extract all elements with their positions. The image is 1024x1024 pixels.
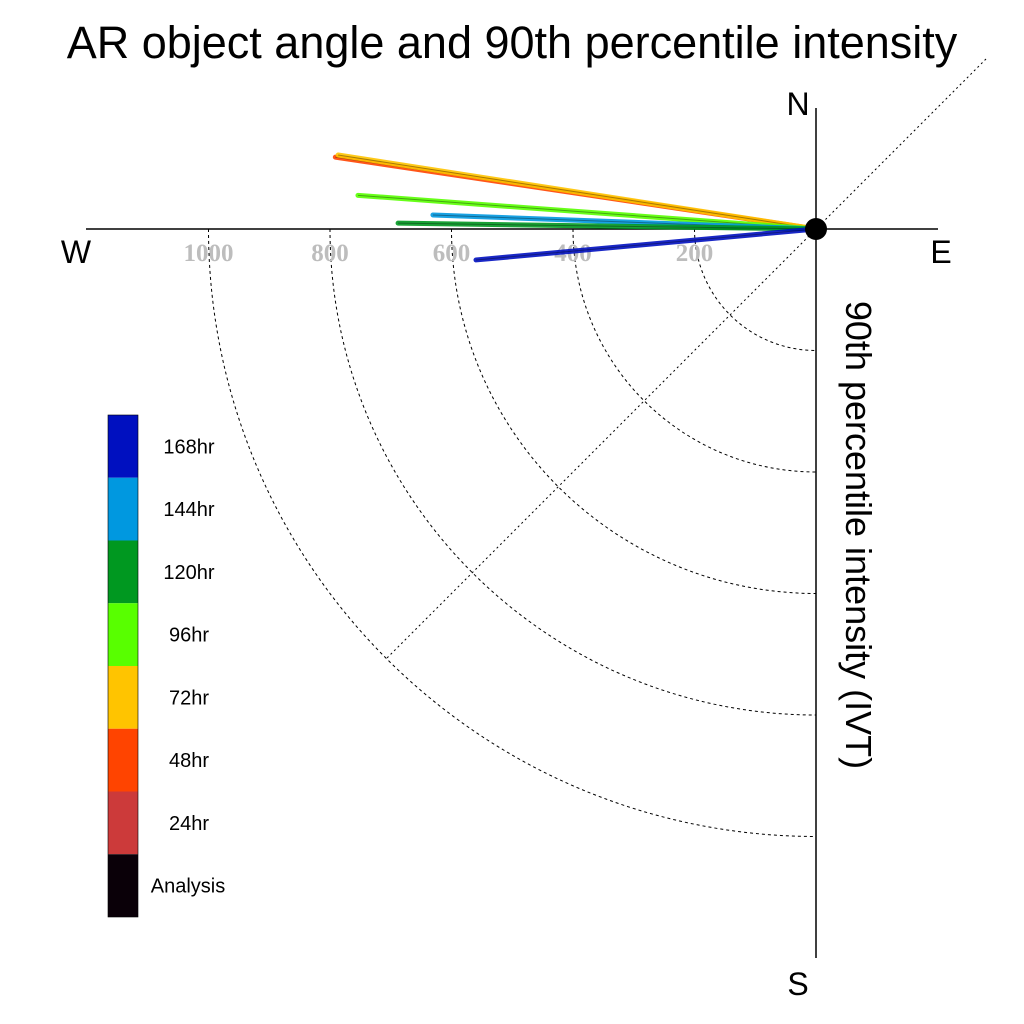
y-axis-label: 90th percentile intensity (IVT) xyxy=(838,301,879,769)
vector-outline-72hr xyxy=(338,154,817,230)
legend-swatch-48hr xyxy=(108,728,138,792)
legend-label: Analysis xyxy=(151,876,225,898)
legend-label: 144hr xyxy=(163,499,214,521)
origin-marker xyxy=(805,218,827,240)
radial-tick-label: 800 xyxy=(311,240,349,267)
legend-swatch-analysis xyxy=(108,854,138,917)
vector-168hr xyxy=(473,226,819,263)
legend-swatch-96hr xyxy=(108,603,138,666)
vector-outline-168hr xyxy=(475,228,817,261)
legend-label: 24hr xyxy=(169,813,209,835)
compass-west: W xyxy=(61,234,92,270)
grid-arc xyxy=(208,228,817,837)
legend: 168hr 144hr 120hr 96hr 72hr 48hr 24hr Analysis xyxy=(107,414,225,918)
vector-96hr xyxy=(355,192,819,232)
polar-grid xyxy=(208,58,987,837)
legend-swatch-144hr xyxy=(108,477,138,541)
compass-east: E xyxy=(930,234,951,270)
legend-label: 120hr xyxy=(163,562,214,584)
radial-tick-label: 1000 xyxy=(184,240,234,267)
legend-swatch-168hr xyxy=(108,415,138,478)
radial-tick-label: 200 xyxy=(676,240,714,267)
legend-label: 48hr xyxy=(169,750,209,772)
compass-north: N xyxy=(786,86,809,122)
vector-72hr xyxy=(335,152,819,232)
radial-tick-label: 600 xyxy=(433,240,471,267)
radial-tick-labels: 1000800600400200 xyxy=(184,240,714,267)
legend-label: 168hr xyxy=(163,436,214,458)
grid-arc xyxy=(694,228,817,351)
legend-label: 96hr xyxy=(169,625,209,647)
vector-outline-96hr xyxy=(357,194,817,230)
legend-border xyxy=(107,414,139,918)
compass-south: S xyxy=(787,966,808,1002)
vector-outline-120hr xyxy=(398,222,817,230)
legend-swatch-120hr xyxy=(108,540,138,604)
diagonal-reference-line xyxy=(386,58,987,659)
legend-swatch-24hr xyxy=(108,791,138,855)
grid-arc xyxy=(572,228,817,473)
grid-arc xyxy=(451,228,817,594)
legend-swatch-72hr xyxy=(108,666,138,729)
vector-120hr xyxy=(395,220,819,232)
vector-series xyxy=(332,152,819,263)
chart-title: AR object angle and 90th percentile inte… xyxy=(67,17,958,68)
grid-arc xyxy=(329,228,817,716)
legend-label: 72hr xyxy=(169,687,209,709)
